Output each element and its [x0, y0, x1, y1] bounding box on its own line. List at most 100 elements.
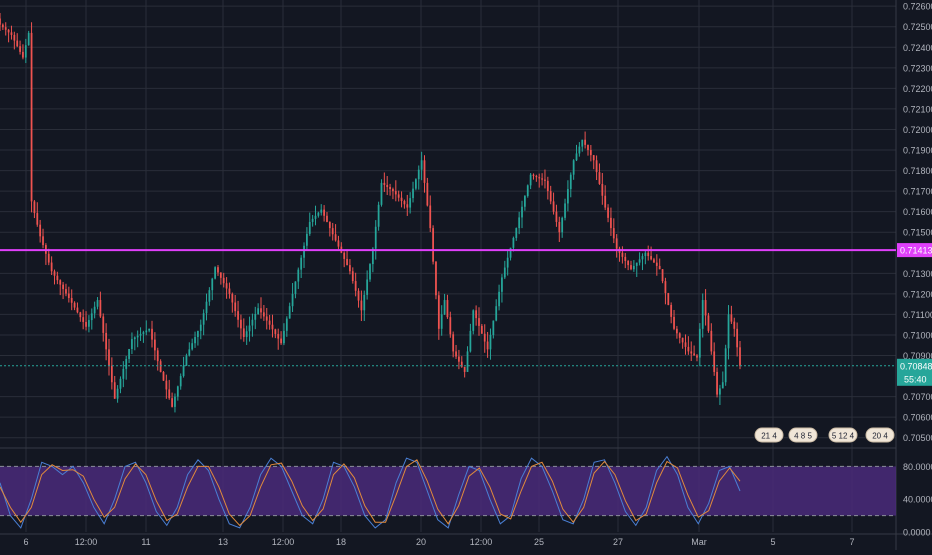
candle-body [578, 146, 581, 154]
candle-body [165, 380, 168, 390]
candle-body [607, 207, 609, 218]
candle-body [291, 293, 294, 307]
candle-body [687, 346, 690, 352]
candle-body [145, 330, 148, 333]
candle-body [727, 314, 730, 349]
candle-body [684, 342, 687, 347]
candle-body [323, 209, 325, 216]
candle-body [102, 316, 105, 333]
candle-body [506, 257, 509, 268]
x-tick-label: 12:00 [272, 537, 295, 547]
candle-body [480, 325, 483, 334]
candle-body [501, 277, 503, 292]
x-tick-label: 12:00 [470, 537, 493, 547]
candle-body [36, 213, 39, 225]
candle-body [237, 311, 239, 320]
candle-body [0, 18, 1, 25]
candle-body [638, 259, 641, 263]
candle-body [251, 319, 254, 326]
candle-body [667, 293, 670, 305]
candle-body [415, 179, 417, 189]
candle-body [589, 150, 592, 156]
candle-body [437, 295, 440, 329]
candle-body [627, 260, 630, 266]
candle-body [277, 333, 280, 339]
candle-body [558, 221, 561, 233]
candle-body [696, 355, 698, 358]
candle-body [523, 196, 526, 207]
candle-body [440, 314, 443, 329]
last-price-tag [897, 358, 932, 386]
candle-body [139, 333, 142, 336]
candle-body [245, 331, 248, 338]
candle-body [475, 310, 478, 319]
candle-body [592, 155, 595, 161]
candle-body [435, 261, 437, 296]
candle-body [211, 278, 214, 291]
candle-body [171, 398, 173, 407]
candle-body [512, 237, 515, 248]
candle-body [423, 160, 426, 183]
candle-body [59, 280, 62, 285]
candle-body [300, 257, 303, 270]
candle-body [535, 175, 538, 178]
candle-body [704, 300, 707, 316]
candle-body [369, 264, 371, 280]
candle-body [690, 351, 693, 354]
candle-body [22, 51, 24, 58]
candle-body [492, 320, 495, 335]
candle-body [337, 240, 340, 247]
candle-body [678, 333, 681, 338]
candle-body [567, 189, 569, 204]
candle-body [483, 333, 486, 342]
candle-body [349, 265, 351, 272]
candle-body [62, 284, 64, 290]
candle-body [469, 330, 472, 352]
candle-body [317, 212, 320, 216]
candle-body [268, 320, 271, 325]
candle-body [730, 314, 733, 322]
candle-body [575, 153, 578, 161]
candle-body [572, 160, 575, 175]
candle-body [546, 180, 549, 192]
candle-body [673, 316, 675, 329]
candle-body [16, 40, 19, 47]
candle-body [363, 294, 366, 311]
x-tick-label: 27 [613, 537, 623, 547]
candle-body [179, 376, 182, 387]
candle-body [658, 265, 661, 270]
oscillator-band [0, 466, 896, 516]
candle-body [653, 259, 655, 263]
candle-body [65, 289, 67, 294]
candle-body [280, 338, 282, 344]
candle-body [242, 328, 245, 338]
x-tick-label: 13 [218, 537, 228, 547]
x-tick-label: 25 [534, 537, 544, 547]
candle-body [650, 256, 652, 260]
candle-body [271, 324, 274, 330]
candle-body [88, 320, 90, 327]
candle-body [85, 321, 87, 327]
candle-body [199, 324, 202, 331]
x-tick-label: 20 [416, 537, 426, 547]
candle-body [584, 139, 587, 145]
y-tick-label: 0.70500 [903, 433, 932, 443]
candle-body [53, 271, 56, 276]
candle-body [544, 179, 546, 181]
x-tick-label: 11 [141, 537, 150, 547]
candle-body [82, 317, 85, 322]
candle-body [555, 211, 558, 222]
candle-body [79, 312, 82, 318]
event-badge [865, 427, 895, 443]
candle-body [635, 262, 638, 266]
candle-body [721, 382, 724, 389]
level-price-tag [897, 243, 932, 258]
candle-body [265, 316, 268, 321]
candle-body [595, 160, 598, 173]
candle-body [538, 177, 541, 179]
